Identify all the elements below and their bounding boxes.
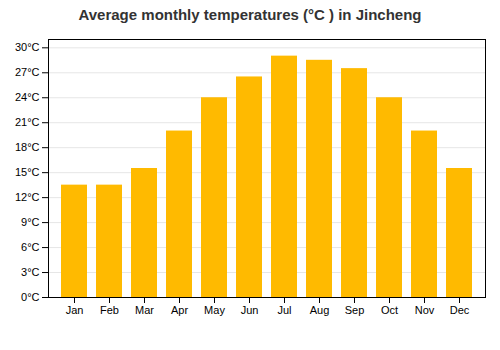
svg-text:24°C: 24°C — [15, 91, 40, 103]
svg-text:Sep: Sep — [345, 304, 365, 316]
svg-text:Aug: Aug — [310, 304, 330, 316]
svg-text:30°C: 30°C — [15, 41, 40, 53]
svg-text:Jan: Jan — [66, 304, 84, 316]
html-text:Average monthly temperatures (: Average monthly temperatures (°C ) in Ji… — [78, 6, 422, 23]
svg-text:12°C: 12°C — [15, 191, 40, 203]
svg-text:Apr: Apr — [171, 304, 188, 316]
svg-text:Nov: Nov — [415, 304, 435, 316]
svg-text:Jul: Jul — [277, 304, 291, 316]
svg-text:9°C: 9°C — [21, 216, 40, 228]
svg-text:Jun: Jun — [241, 304, 259, 316]
svg-text:Mar: Mar — [135, 304, 154, 316]
svg-text:May: May — [204, 304, 225, 316]
svg-text:21°C: 21°C — [15, 116, 40, 128]
svg-text:3°C: 3°C — [21, 266, 40, 278]
svg-text:Feb: Feb — [100, 304, 119, 316]
svg-text:6°C: 6°C — [21, 241, 40, 253]
svg-text:Oct: Oct — [381, 304, 398, 316]
svg-text:27°C: 27°C — [15, 66, 40, 78]
svg-text:Dec: Dec — [450, 304, 470, 316]
svg-text:15°C: 15°C — [15, 166, 40, 178]
svg-text:0°C: 0°C — [21, 291, 40, 303]
svg-text:18°C: 18°C — [15, 141, 40, 153]
